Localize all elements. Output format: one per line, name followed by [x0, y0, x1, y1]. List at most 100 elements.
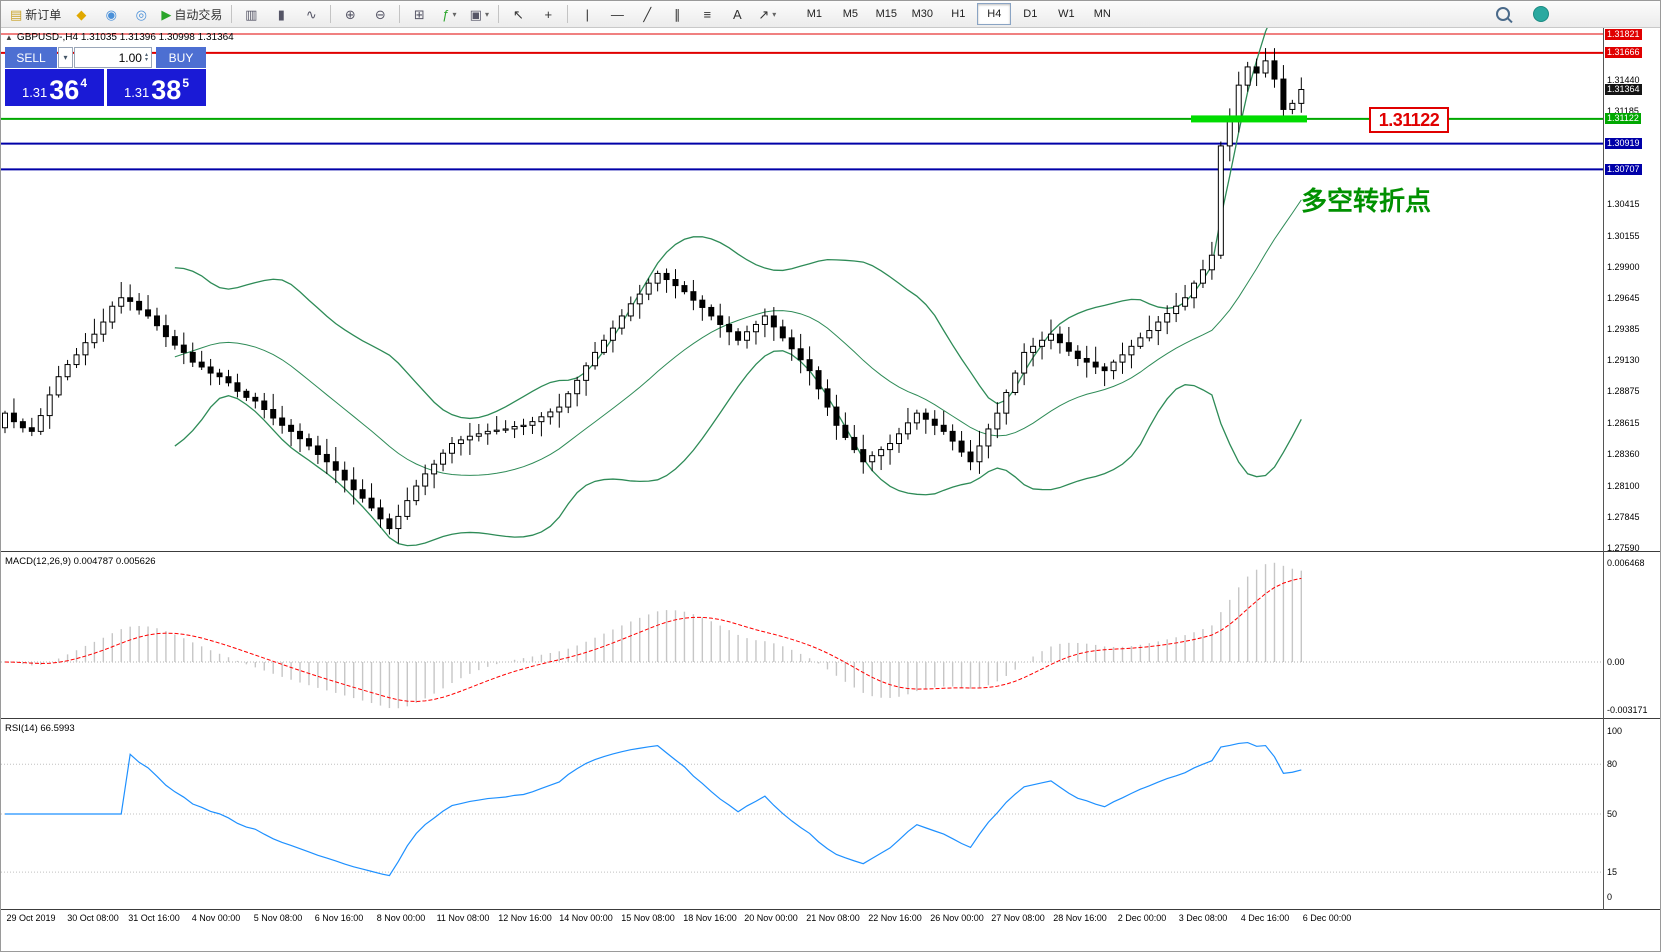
mql5-icon: ◆	[76, 6, 87, 22]
time-label: 31 Oct 16:00	[128, 913, 180, 923]
volume-spinner[interactable]: ▴ ▾	[144, 51, 148, 63]
arrows-button[interactable]: ↗ ▾	[752, 2, 782, 26]
timeframe-m5[interactable]: M5	[842, 8, 858, 20]
bollinger-lower-band	[174, 350, 1302, 547]
timeframe-m1[interactable]: M1	[806, 8, 822, 20]
time-label: 4 Dec 16:00	[1240, 913, 1290, 923]
sell-price-pips: 36	[49, 75, 80, 106]
line-chart-button[interactable]: ∿	[296, 2, 326, 26]
time-label: 3 Dec 08:00	[1178, 913, 1228, 923]
timeframe-mn[interactable]: MN	[1093, 8, 1111, 20]
channel-button[interactable]: ∥	[662, 2, 692, 26]
macd-axis-label: 0.00	[1607, 656, 1625, 667]
time-axis[interactable]: 29 Oct 2019 30 Oct 08:00 31 Oct 16:00 4 Nov…	[1, 910, 1603, 938]
timeframe-h4[interactable]: H4	[977, 3, 1012, 25]
price-level-label: 1.31821	[1605, 28, 1642, 40]
toolbar-left: ▤ 新订单 ◆ ◉ ◎ ▶ 自动交易 ▥ ▮ ∿ ⊕ ⊖ ⊞ ƒ ▾ ▣ ▾ ↖ + | — ╱ ∥ ≡ A ↗ ▾	[5, 1, 782, 27]
crosshair-icon: +	[544, 6, 553, 22]
tile-windows-button[interactable]: ⊞	[404, 2, 434, 26]
fibonacci-icon: ≡	[703, 6, 712, 22]
zoom-out-icon: ⊖	[374, 6, 386, 22]
order-type-dropdown[interactable]: ▾	[58, 47, 73, 68]
price-tick: 1.29645	[1607, 292, 1640, 303]
cursor-button[interactable]: ↖	[503, 2, 533, 26]
support-button[interactable]: ◎	[126, 2, 156, 26]
price-tick: 1.31440	[1607, 74, 1640, 85]
indicators-icon: ƒ	[442, 6, 450, 22]
vertical-line-button[interactable]: |	[572, 2, 602, 26]
rsi-panel[interactable]	[1, 719, 1603, 909]
timeframe-h1[interactable]: H1	[951, 8, 966, 20]
mql5-button[interactable]: ◆	[66, 2, 96, 26]
rsi-axis-label: 50	[1607, 808, 1618, 819]
time-label: 18 Nov 16:00	[683, 913, 737, 923]
play-icon: ▶	[161, 6, 172, 22]
spinner-down-icon[interactable]: ▾	[144, 56, 148, 63]
autotrading-button[interactable]: ▶ 自动交易	[156, 2, 227, 26]
buy-button[interactable]: BUY	[156, 47, 206, 68]
chevron-down-icon: ▾	[63, 53, 68, 62]
spinner-up-icon[interactable]: ▴	[144, 51, 148, 58]
metaquotes-icon	[1533, 6, 1549, 22]
price-axis[interactable]: 1.31821 1.31666 1.31440 1.31364 1.31185 1.311…	[1605, 1, 1660, 951]
fibonacci-button[interactable]: ≡	[692, 2, 722, 26]
price-tick: 1.29900	[1607, 261, 1640, 272]
toolbar-separator	[399, 5, 401, 23]
volume-input[interactable]: 1.00 ▴ ▾	[74, 47, 152, 68]
time-label: 22 Nov 16:00	[868, 913, 922, 923]
rsi-axis-label: 15	[1607, 866, 1618, 877]
text-icon: A	[732, 6, 742, 22]
rsi-axis-label: 0	[1607, 891, 1613, 902]
crosshair-button[interactable]: +	[533, 2, 563, 26]
community-button[interactable]	[1526, 2, 1556, 26]
macd-panel[interactable]	[1, 552, 1603, 718]
timeframe-toolbar: M1 M5 M15 M30 H1 H4 D1 W1 MN	[796, 1, 1120, 27]
profile-button[interactable]: ◉	[96, 2, 126, 26]
new-order-button[interactable]: ▤ 新订单	[5, 2, 66, 26]
time-label: 21 Nov 08:00	[806, 913, 860, 923]
horizontal-line-button[interactable]: —	[602, 2, 632, 26]
price-tick: 1.28100	[1607, 480, 1640, 491]
text-button[interactable]: A	[722, 2, 752, 26]
main-chart[interactable]	[1, 28, 1603, 551]
one-click-trading-panel: SELL ▾ 1.00 ▴ ▾ BUY 1.31 36 4 1.31 38 5	[5, 47, 206, 106]
time-label: 14 Nov 00:00	[559, 913, 613, 923]
new-order-button-label: 新订单	[25, 7, 62, 22]
panel-separator	[1, 909, 1660, 910]
search-button[interactable]	[1488, 2, 1518, 26]
buy-price-box[interactable]: 1.31 38 5	[107, 69, 206, 106]
toolbar-separator	[231, 5, 233, 23]
zoom-out-button[interactable]: ⊖	[365, 2, 395, 26]
time-label: 5 Nov 08:00	[253, 913, 303, 923]
panel-separator[interactable]	[1, 718, 1660, 719]
sell-price-main: 1.31	[21, 85, 48, 100]
cursor-icon: ↖	[512, 6, 524, 22]
macd-histogram	[13, 562, 1303, 709]
timeframe-m30[interactable]: M30	[911, 8, 934, 20]
price-tick: 1.30155	[1607, 230, 1640, 241]
timeframe-w1[interactable]: W1	[1058, 8, 1075, 20]
zoom-in-button[interactable]: ⊕	[335, 2, 365, 26]
trendline-button[interactable]: ╱	[632, 2, 662, 26]
macd-label: MACD(12,26,9) 0.004787 0.005626	[5, 556, 156, 567]
sell-button[interactable]: SELL	[5, 47, 57, 68]
templates-button[interactable]: ▣ ▾	[464, 2, 494, 26]
timeframe-d1[interactable]: D1	[1023, 8, 1038, 20]
arrow-icon: ↗	[758, 6, 770, 22]
highlight-bar-object[interactable]	[1191, 115, 1307, 123]
price-tick: 1.28360	[1607, 448, 1640, 459]
candlestick-button[interactable]: ▮	[266, 2, 296, 26]
panel-separator[interactable]	[1, 551, 1660, 552]
bar-chart-button[interactable]: ▥	[236, 2, 266, 26]
toolbar: ▤ 新订单 ◆ ◉ ◎ ▶ 自动交易 ▥ ▮ ∿ ⊕ ⊖ ⊞ ƒ ▾ ▣ ▾ ↖ + | — ╱ ∥ ≡ A ↗ ▾ M1 M5 M15…	[1, 1, 1660, 28]
trade-panel-top-row: SELL ▾ 1.00 ▴ ▾ BUY	[5, 47, 206, 68]
horizontal-line-icon: —	[610, 6, 624, 22]
bollinger-upper-band	[174, 28, 1268, 420]
sell-price-box[interactable]: 1.31 36 4	[5, 69, 104, 106]
bar-chart-icon: ▥	[245, 6, 258, 22]
rsi-line	[5, 741, 1302, 877]
time-label: 26 Nov 00:00	[930, 913, 984, 923]
indicators-button[interactable]: ƒ ▾	[434, 2, 464, 26]
timeframe-m15[interactable]: M15	[875, 8, 898, 20]
